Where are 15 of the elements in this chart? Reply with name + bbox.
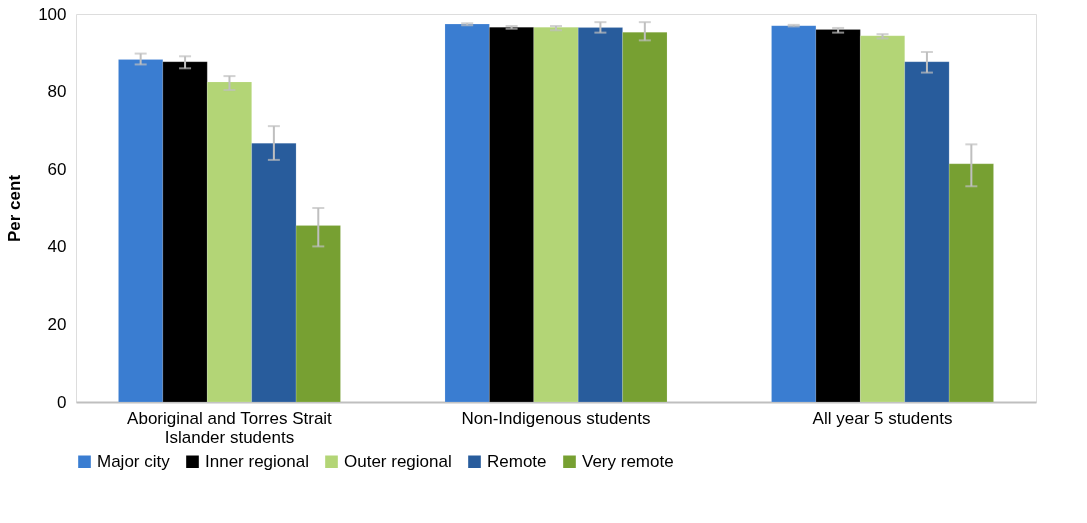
y-tick-label: 40 bbox=[47, 237, 67, 257]
legend-label: Very remote bbox=[582, 451, 674, 471]
legend-label: Outer regional bbox=[344, 451, 452, 471]
y-tick-label: 100 bbox=[38, 4, 67, 24]
x-tick-label: All year 5 students bbox=[812, 408, 953, 428]
y-tick-label: 20 bbox=[47, 314, 67, 334]
x-tick-label: Aboriginal and Torres Strait Islander students bbox=[127, 408, 333, 447]
y-tick-label: 80 bbox=[47, 82, 67, 102]
x-tick-label: Non-Indigenous students bbox=[461, 408, 651, 428]
legend-label: Inner regional bbox=[205, 451, 309, 471]
legend-label: Major city bbox=[97, 451, 171, 471]
legend-label: Remote bbox=[487, 451, 547, 471]
y-axis-title: Per cent bbox=[5, 174, 25, 243]
y-tick-label: 0 bbox=[57, 392, 67, 412]
y-tick-label: 60 bbox=[47, 159, 67, 179]
